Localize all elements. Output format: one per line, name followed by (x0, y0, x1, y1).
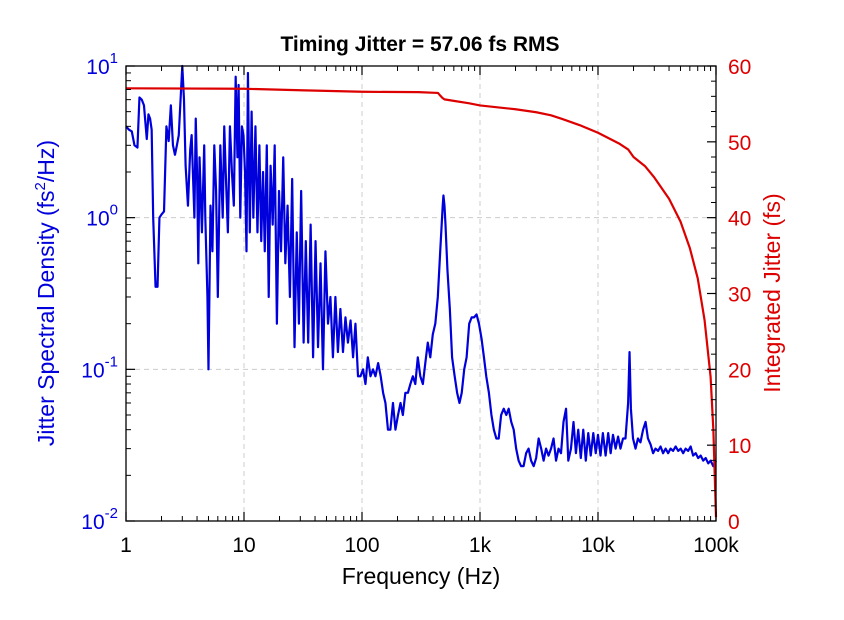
right-y-axis-label: Integrated Jitter (fs) (759, 193, 785, 392)
x-tick-label: 100k (693, 534, 739, 557)
x-tick-label: 10 (232, 534, 255, 557)
left-y-axis-label-main: Jitter Spectral Density (fs (33, 190, 59, 446)
x-axis-ticks: 1 10 100 1k 10k 100k (120, 66, 739, 557)
right-tick-label: 0 (728, 511, 740, 534)
x-tick-label: 10k (581, 534, 615, 557)
chart-title: Timing Jitter = 57.06 fs RMS (280, 33, 559, 56)
right-tick-label: 20 (728, 359, 751, 382)
x-tick-label: 1k (469, 534, 492, 557)
right-tick-label: 60 (728, 56, 751, 79)
spectral-density-line (125, 64, 717, 468)
right-tick-label: 30 (728, 284, 751, 307)
left-tick-label: 100 (86, 202, 118, 231)
integrated-jitter-line (125, 87, 718, 518)
x-tick-label: 100 (344, 534, 379, 557)
left-y-axis-label-superscript: 2 (32, 182, 49, 190)
plot-frame (125, 65, 717, 522)
left-tick-label: 10-1 (81, 353, 118, 382)
series-layer (125, 64, 718, 518)
left-tick-label: 10-2 (81, 505, 118, 534)
left-y-axis-ticks: 101 100 10-1 10-2 (81, 50, 135, 534)
x-axis-label: Frequency (Hz) (342, 563, 500, 589)
left-y-axis-label-tail: /Hz) (33, 140, 59, 182)
left-tick-label: 101 (86, 50, 118, 79)
right-tick-label: 10 (728, 435, 751, 458)
left-y-axis-label: Jitter Spectral Density (fs2/Hz) (32, 140, 59, 446)
right-tick-label: 50 (728, 132, 751, 155)
right-tick-label: 40 (728, 208, 751, 231)
x-tick-label: 1 (120, 534, 132, 557)
grid-lines (126, 66, 716, 521)
right-y-axis-ticks: 0 10 20 30 40 50 60 (707, 56, 751, 534)
